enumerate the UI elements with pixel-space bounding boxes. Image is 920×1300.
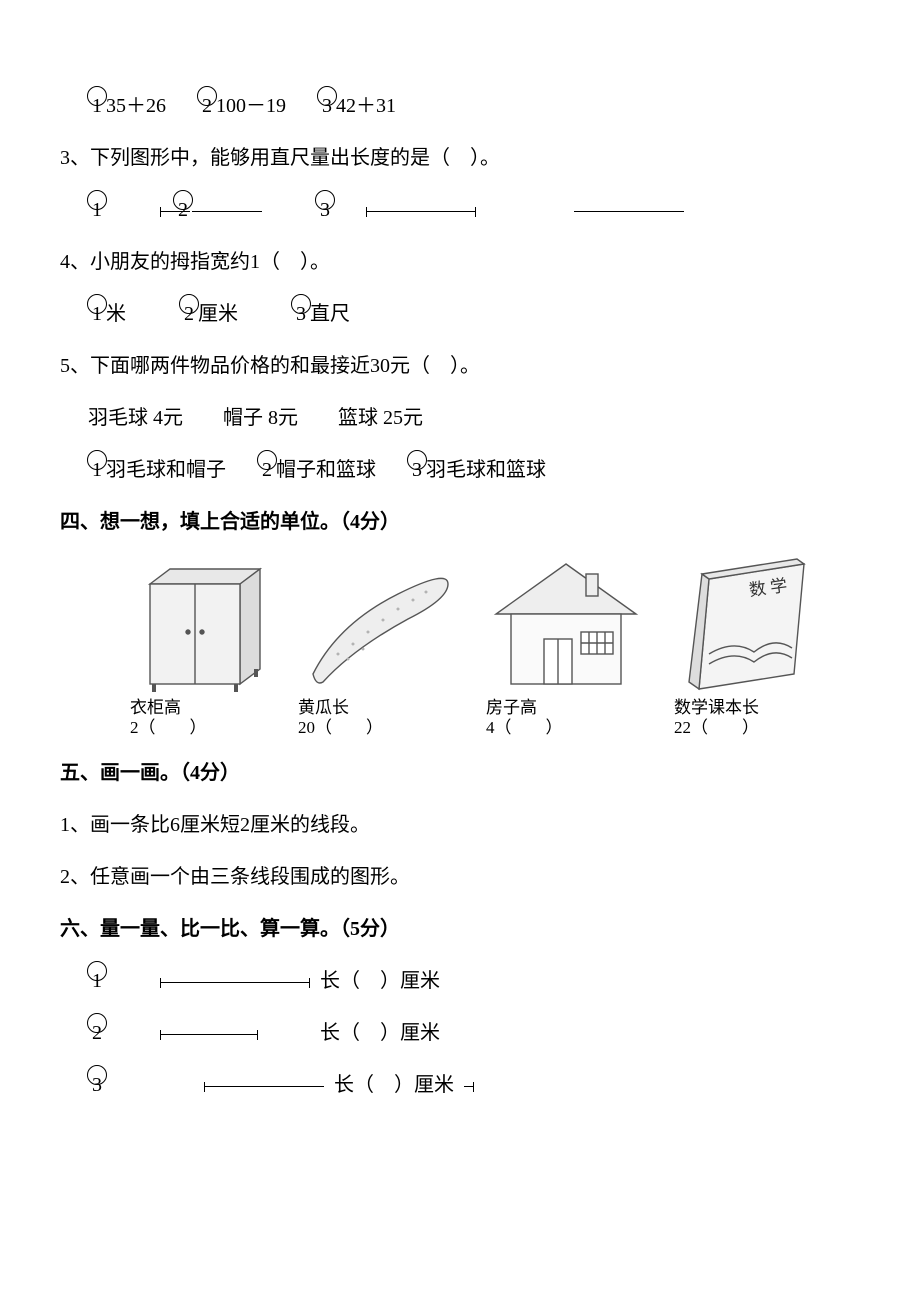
q5-options: 1羽毛球和帽子 2帽子和篮球 3羽毛球和篮球 [60, 444, 860, 496]
sec4-item0-value: 2（ ） [130, 718, 207, 737]
sec5-q2-num: 2、 [60, 866, 90, 888]
circled-2: 2 [180, 288, 198, 340]
q3-stem: 下列图形中，能够用直尺量出长度的是（ ）。 [90, 147, 500, 169]
q4-number: 4、 [60, 251, 90, 273]
q5-stem-row: 5、下面哪两件物品价格的和最接近30元（ ）。 [60, 340, 860, 392]
sec4-title: 四、想一想，填上合适的单位。（4分） [60, 496, 860, 548]
q3-opt3b-segment [574, 211, 684, 212]
q4-opt1: 米 [106, 303, 126, 325]
q5-number: 5、 [60, 355, 90, 377]
wardrobe-icon [130, 554, 270, 694]
sec5-q1-text: 画一条比6厘米短2厘米的线段。 [90, 814, 370, 836]
sec6-label2: 长（ ）厘米 [320, 1022, 440, 1044]
sec6-title: 六、量一量、比一比、算一算。（5分） [60, 903, 860, 955]
circled-1: 1 [88, 184, 106, 236]
q2-options: 135＋26 2100－19 342＋31 [60, 80, 860, 132]
sec6-label1: 长（ ）厘米 [320, 970, 440, 992]
q2-opt2: 100－19 [216, 95, 286, 117]
q4-opt2: 厘米 [198, 303, 238, 325]
q5-opt3: 羽毛球和篮球 [426, 459, 546, 481]
circled-2: 2 [88, 1007, 106, 1059]
sec4-item3-value: 22（ ） [674, 718, 759, 737]
sec4-images: 衣柜高2（ ） 黄瓜长20（ ） [60, 554, 860, 739]
q3-options: 1 2 3 [60, 184, 860, 236]
sec5-q1: 1、画一条比6厘米短2厘米的线段。 [60, 799, 860, 851]
q4-stem-row: 4、小朋友的拇指宽约1（ ）。 [60, 236, 860, 288]
sec4-item1-label: 黄瓜长 [298, 698, 349, 717]
sec4-house: 房子高4（ ） [486, 554, 646, 739]
q2-opt3: 42＋31 [336, 95, 396, 117]
circled-3: 3 [292, 288, 310, 340]
q3-number: 3、 [60, 147, 90, 169]
sec6-seg3b [464, 1086, 474, 1087]
circled-3: 3 [318, 80, 336, 132]
house-icon [486, 554, 646, 694]
sec4-item1-value: 20（ ） [298, 718, 383, 737]
circled-3: 3 [316, 184, 334, 236]
sec6-seg2 [160, 1034, 258, 1035]
q4-stem: 小朋友的拇指宽约1（ ）。 [90, 251, 330, 273]
book-icon: 数 学 [674, 554, 824, 694]
sec6-line3: 3 长（ ）厘米 [60, 1059, 860, 1111]
q5-items: 羽毛球 4元 帽子 8元 篮球 25元 [60, 392, 860, 444]
sec5-q1-num: 1、 [60, 814, 90, 836]
sec4-item0-label: 衣柜高 [130, 698, 181, 717]
sec5-q2: 2、任意画一个由三条线段围成的图形。 [60, 851, 860, 903]
circled-3: 3 [88, 1059, 106, 1111]
circled-2: 2 [174, 184, 192, 236]
q2-opt1: 35＋26 [106, 95, 166, 117]
circled-1: 1 [88, 955, 106, 1007]
sec6-line1: 1 长（ ）厘米 [60, 955, 860, 1007]
sec4-item3-label: 数学课本长 [674, 698, 759, 717]
sec4-cucumber: 黄瓜长20（ ） [298, 554, 458, 739]
q3-opt2-segment [192, 211, 262, 212]
cucumber-icon [298, 554, 458, 694]
sec5-q2-text: 任意画一个由三条线段围成的图形。 [90, 866, 410, 888]
circled-2: 2 [258, 444, 276, 496]
circled-1: 1 [88, 288, 106, 340]
q5-opt1: 羽毛球和帽子 [106, 459, 226, 481]
q4-opt3: 直尺 [310, 303, 350, 325]
sec6-seg1 [160, 982, 310, 983]
sec4-item2-label: 房子高 [486, 698, 537, 717]
q4-options: 1米 2厘米 3直尺 [60, 288, 860, 340]
q3-opt3a-segment [366, 211, 476, 212]
q5-items-text: 羽毛球 4元 帽子 8元 篮球 25元 [88, 407, 423, 429]
sec6-label3: 长（ ）厘米 [334, 1074, 454, 1096]
sec4-item2-value: 4（ ） [486, 718, 563, 737]
sec4-wardrobe: 衣柜高2（ ） [130, 554, 270, 739]
sec5-title: 五、画一画。（4分） [60, 747, 860, 799]
q5-opt2: 帽子和篮球 [276, 459, 376, 481]
circled-2: 2 [198, 80, 216, 132]
sec6-seg3a [204, 1086, 324, 1087]
q3-stem-row: 3、下列图形中，能够用直尺量出长度的是（ ）。 [60, 132, 860, 184]
sec4-book: 数 学 数学课本长22（ ） [674, 554, 824, 739]
circled-1: 1 [88, 80, 106, 132]
circled-1: 1 [88, 444, 106, 496]
q5-stem: 下面哪两件物品价格的和最接近30元（ ）。 [90, 355, 480, 377]
circled-3: 3 [408, 444, 426, 496]
sec6-line2: 2 长（ ）厘米 [60, 1007, 860, 1059]
